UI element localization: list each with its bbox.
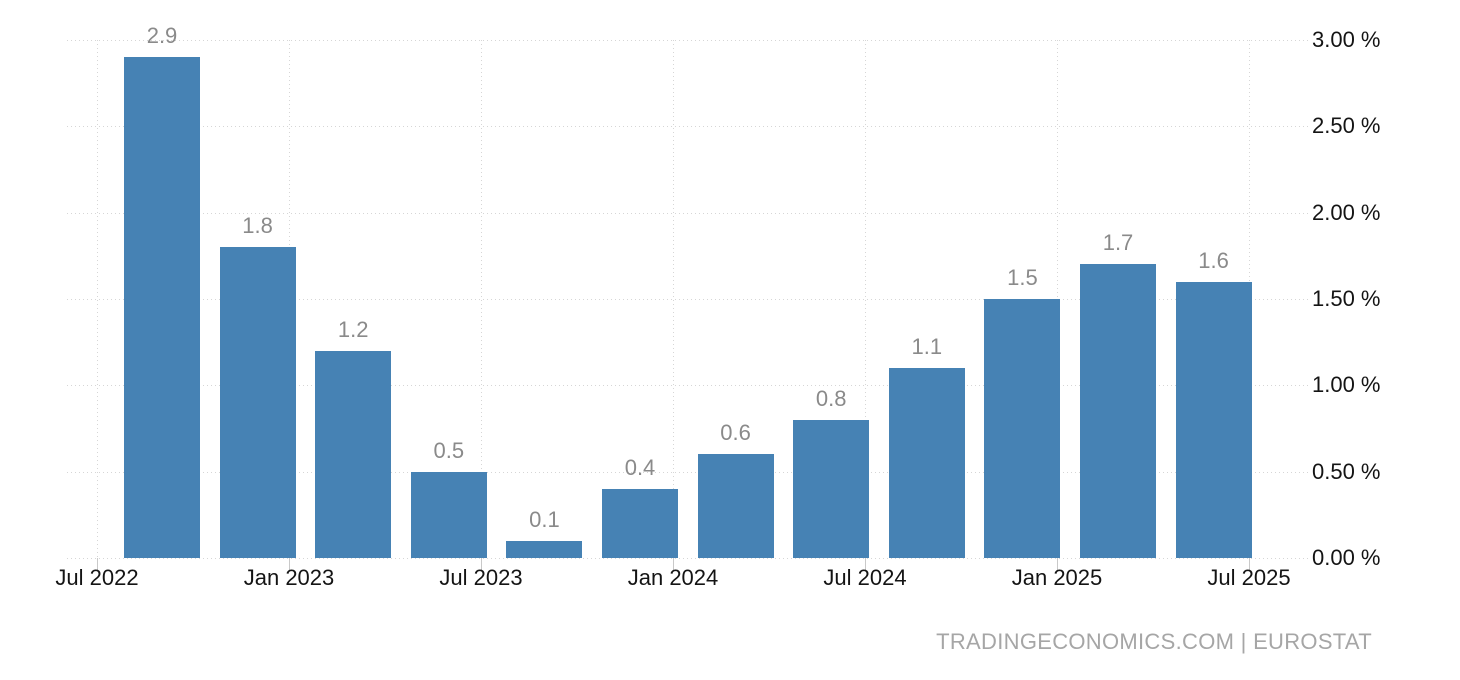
bar-value-label: 1.1 [911, 334, 943, 359]
vertical-gridline [865, 40, 866, 558]
x-axis-tick [1057, 558, 1058, 571]
y-axis-label: 1.00 % [1312, 372, 1381, 397]
x-axis-tick [481, 558, 482, 571]
x-axis-tick [673, 558, 674, 571]
y-axis-label: 2.00 % [1312, 200, 1381, 225]
bar[interactable] [889, 368, 965, 558]
bar[interactable] [220, 247, 296, 558]
horizontal-gridline [67, 299, 1308, 300]
vertical-gridline [673, 40, 674, 558]
bar-value-label: 1.8 [242, 213, 273, 238]
y-axis-label: 3.00 % [1312, 27, 1381, 52]
bar-value-label: 1.5 [1007, 265, 1038, 290]
bar[interactable] [1080, 264, 1156, 558]
x-axis-label: Jul 2023 [439, 565, 523, 590]
bar[interactable] [124, 57, 200, 558]
bar-value-label: 1.6 [1198, 248, 1229, 273]
y-axis-label: 0.50 % [1312, 459, 1381, 484]
horizontal-gridline [67, 40, 1308, 41]
x-axis-label: Jan 2025 [1011, 565, 1103, 590]
bar-value-label: 0.1 [529, 507, 560, 532]
bar-value-label: 1.2 [337, 317, 369, 342]
horizontal-gridline [67, 213, 1308, 214]
bar[interactable] [411, 472, 487, 558]
attribution-link[interactable]: TRADINGECONOMICS.COM | EUROSTAT [936, 629, 1372, 654]
x-axis-label: Jul 2022 [55, 565, 139, 590]
bar[interactable] [506, 541, 582, 558]
bar-value-label: 0.5 [433, 438, 465, 463]
bar[interactable] [793, 420, 869, 558]
y-axis-label: 1.50 % [1312, 286, 1381, 311]
x-axis-label: Jan 2024 [627, 565, 719, 590]
x-axis-tick [865, 558, 866, 571]
horizontal-gridline [67, 472, 1308, 473]
horizontal-gridline [67, 385, 1308, 386]
horizontal-gridline [67, 126, 1308, 127]
bar-value-label: 0.4 [624, 455, 656, 480]
x-axis-label: Jul 2024 [823, 565, 907, 590]
y-axis-label: 2.50 % [1312, 113, 1381, 138]
x-axis-tick [289, 558, 290, 571]
bar-value-label: 1.7 [1102, 230, 1134, 255]
bar-value-label: 0.8 [815, 386, 847, 411]
bar-value-label: 2.9 [146, 23, 178, 48]
vertical-gridline [97, 40, 98, 558]
bar[interactable] [315, 351, 391, 558]
bar[interactable] [698, 454, 774, 558]
vertical-gridline [481, 40, 482, 558]
x-axis-label: Jul 2025 [1207, 565, 1291, 590]
x-axis-tick [97, 558, 98, 571]
bar[interactable] [1176, 282, 1252, 558]
x-axis-tick [1249, 558, 1250, 571]
bar-value-label: 0.6 [720, 420, 751, 445]
bar[interactable] [984, 299, 1060, 558]
x-axis-label: Jan 2023 [243, 565, 335, 590]
horizontal-gridline [67, 558, 1308, 559]
y-axis-label: 0.00 % [1312, 545, 1381, 570]
bar[interactable] [602, 489, 678, 558]
